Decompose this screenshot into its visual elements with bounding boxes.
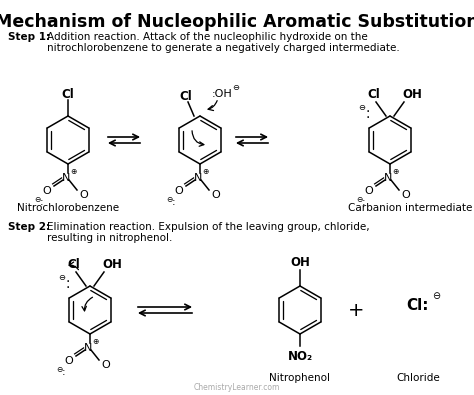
Text: ⊕: ⊕ <box>392 167 398 175</box>
Text: ·: · <box>366 111 370 125</box>
Text: Carbanion intermediate: Carbanion intermediate <box>348 203 472 213</box>
Text: ·: · <box>66 281 70 295</box>
Text: Cl: Cl <box>68 258 81 271</box>
Text: O: O <box>64 356 73 366</box>
Text: ⊖: ⊖ <box>56 365 62 374</box>
Text: ⊕: ⊕ <box>92 337 98 346</box>
Text: NO₂: NO₂ <box>287 350 312 363</box>
Text: Nitrochlorobenzene: Nitrochlorobenzene <box>17 203 119 213</box>
Text: +: + <box>348 301 364 320</box>
Text: O: O <box>401 190 410 200</box>
Text: Addition reaction. Attack of the nucleophilic hydroxide on the: Addition reaction. Attack of the nucleop… <box>47 32 368 42</box>
Text: Cl: Cl <box>368 88 380 102</box>
Text: N: N <box>62 173 70 183</box>
FancyArrowPatch shape <box>192 131 204 146</box>
Text: ⊖: ⊖ <box>34 196 40 205</box>
Text: ⊖: ⊖ <box>233 83 239 92</box>
Text: ⊖: ⊖ <box>358 103 365 113</box>
Text: ⊖: ⊖ <box>432 291 440 301</box>
Text: ·: · <box>366 105 370 119</box>
FancyArrowPatch shape <box>82 297 92 311</box>
Text: ⊕: ⊕ <box>202 167 208 175</box>
Text: Cl: Cl <box>62 88 74 100</box>
Text: OH: OH <box>290 256 310 269</box>
Text: N: N <box>384 173 392 183</box>
Text: O: O <box>43 186 51 196</box>
Text: OH: OH <box>402 88 422 102</box>
Text: Nitrophenol: Nitrophenol <box>270 373 330 383</box>
Text: O: O <box>211 190 220 200</box>
Text: N: N <box>84 343 92 353</box>
Text: OH: OH <box>102 258 122 271</box>
Text: resulting in nitrophenol.: resulting in nitrophenol. <box>47 233 173 243</box>
Text: Elimination reaction. Expulsion of the leaving group, chloride,: Elimination reaction. Expulsion of the l… <box>47 222 370 232</box>
Text: Step 2:: Step 2: <box>8 222 50 232</box>
FancyArrowPatch shape <box>208 101 217 111</box>
Text: :: : <box>40 197 44 207</box>
Text: ⊖: ⊖ <box>58 273 65 282</box>
Text: :: : <box>172 197 176 207</box>
Text: ⊖: ⊖ <box>166 196 172 205</box>
Text: nitrochlorobenzene to generate a negatively charged intermediate.: nitrochlorobenzene to generate a negativ… <box>47 43 400 53</box>
Text: Chloride: Chloride <box>396 373 440 383</box>
Text: :: : <box>62 367 66 377</box>
Text: Mechanism of Nucleophilic Aromatic Substitution: Mechanism of Nucleophilic Aromatic Subst… <box>0 13 474 31</box>
Text: O: O <box>365 186 374 196</box>
Text: ChemistryLearner.com: ChemistryLearner.com <box>194 384 280 393</box>
Text: :OH: :OH <box>211 89 232 99</box>
Text: Step 1:: Step 1: <box>8 32 50 42</box>
Text: O: O <box>174 186 183 196</box>
Text: :: : <box>362 197 366 207</box>
Text: O: O <box>80 190 88 200</box>
Text: ⊕: ⊕ <box>70 167 76 175</box>
FancyArrowPatch shape <box>69 262 79 270</box>
Text: Cl: Cl <box>180 90 192 102</box>
Text: ·: · <box>66 275 70 289</box>
Text: N: N <box>194 173 202 183</box>
Text: O: O <box>101 360 110 370</box>
Text: Cl:: Cl: <box>407 297 429 312</box>
Text: ⊖: ⊖ <box>356 196 362 205</box>
